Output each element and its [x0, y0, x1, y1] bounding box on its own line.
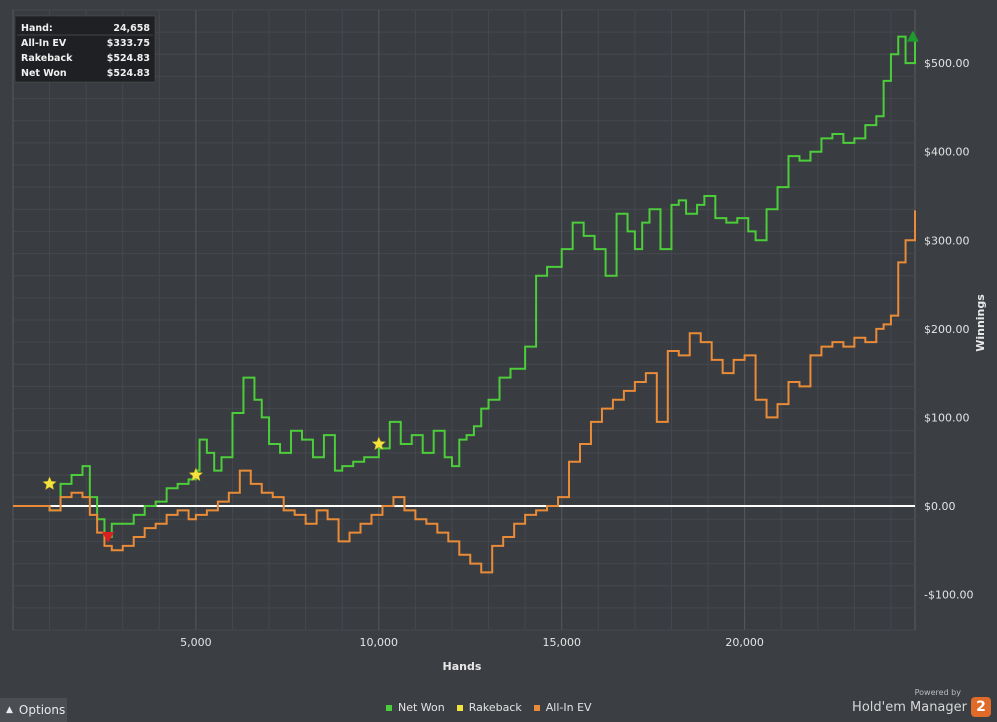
series-line-net-won [13, 35, 916, 538]
powered-by-text: Powered by [914, 688, 961, 697]
grid [12, 9, 915, 631]
brand-name: Hold'em Manager [852, 699, 967, 715]
summary-label: Rakeback [21, 53, 73, 64]
legend-label: Net Won [398, 701, 445, 714]
x-tick-label: 10,000 [360, 636, 399, 649]
x-tick-label: 20,000 [725, 636, 764, 649]
y-tick-label: -$100.00 [924, 589, 973, 602]
y-tick-label: $0.00 [924, 500, 956, 513]
summary-label: Hand: [21, 23, 53, 34]
hm2-logo-icon: 2 [971, 697, 991, 717]
legend-item-all-in-ev[interactable]: All-In EV [533, 701, 592, 714]
summary-value: $333.75 [107, 38, 150, 49]
low-point-marker-icon [102, 532, 115, 543]
summary-label: All-In EV [21, 38, 67, 49]
y-tick-label: $400.00 [924, 146, 970, 159]
legend-item-net-won[interactable]: Net Won [386, 701, 445, 714]
legend-swatch [533, 704, 540, 711]
legend-swatch [386, 704, 392, 711]
y-tick-label: $300.00 [924, 234, 970, 247]
summary-label: Net Won [21, 68, 67, 79]
x-axis-label: Hands [443, 660, 482, 673]
y-tick-label: $200.00 [924, 323, 970, 336]
x-tick-label: 5,000 [180, 636, 212, 649]
options-label: Options [18, 703, 66, 717]
legend-label: Rakeback [468, 701, 522, 714]
legend-swatch [456, 704, 463, 711]
summary-background [14, 15, 156, 83]
caret-up-icon: ▲ [6, 705, 13, 715]
legend-item-rakeback[interactable]: Rakeback [456, 701, 522, 714]
summary-value: 24,658 [113, 23, 150, 34]
y-axis-label: Winnings [974, 294, 987, 352]
y-tick-label: $100.00 [924, 411, 970, 424]
summary-box: Hand: 24,658 All-In EV $333.75 Rakeback $524.… [14, 15, 156, 83]
winnings-chart: 5,000 10,000 15,000 20,000 -$100.00 $0.00 $100… [12, 9, 987, 673]
summary-value: $524.83 [107, 68, 150, 79]
high-point-marker-icon [906, 30, 919, 42]
summary-value: $524.83 [107, 53, 150, 64]
legend-label: All-In EV [545, 701, 592, 714]
rakeback-star-icon [188, 467, 204, 482]
legend: Net Won Rakeback All-In EV [386, 701, 592, 714]
options-button[interactable]: ▲ Options [0, 698, 67, 722]
x-tick-label: 15,000 [542, 636, 581, 649]
markers-group [42, 30, 919, 543]
brand: Powered by Hold'em Manager 2 [852, 688, 991, 717]
series-group [13, 35, 916, 574]
y-tick-label: $500.00 [924, 57, 970, 70]
rakeback-star-icon [371, 436, 387, 451]
axes-group: 5,000 10,000 15,000 20,000 -$100.00 $0.00 $100… [180, 57, 973, 649]
rakeback-star-icon [42, 476, 57, 491]
series-line-all-in-ev [13, 210, 916, 574]
